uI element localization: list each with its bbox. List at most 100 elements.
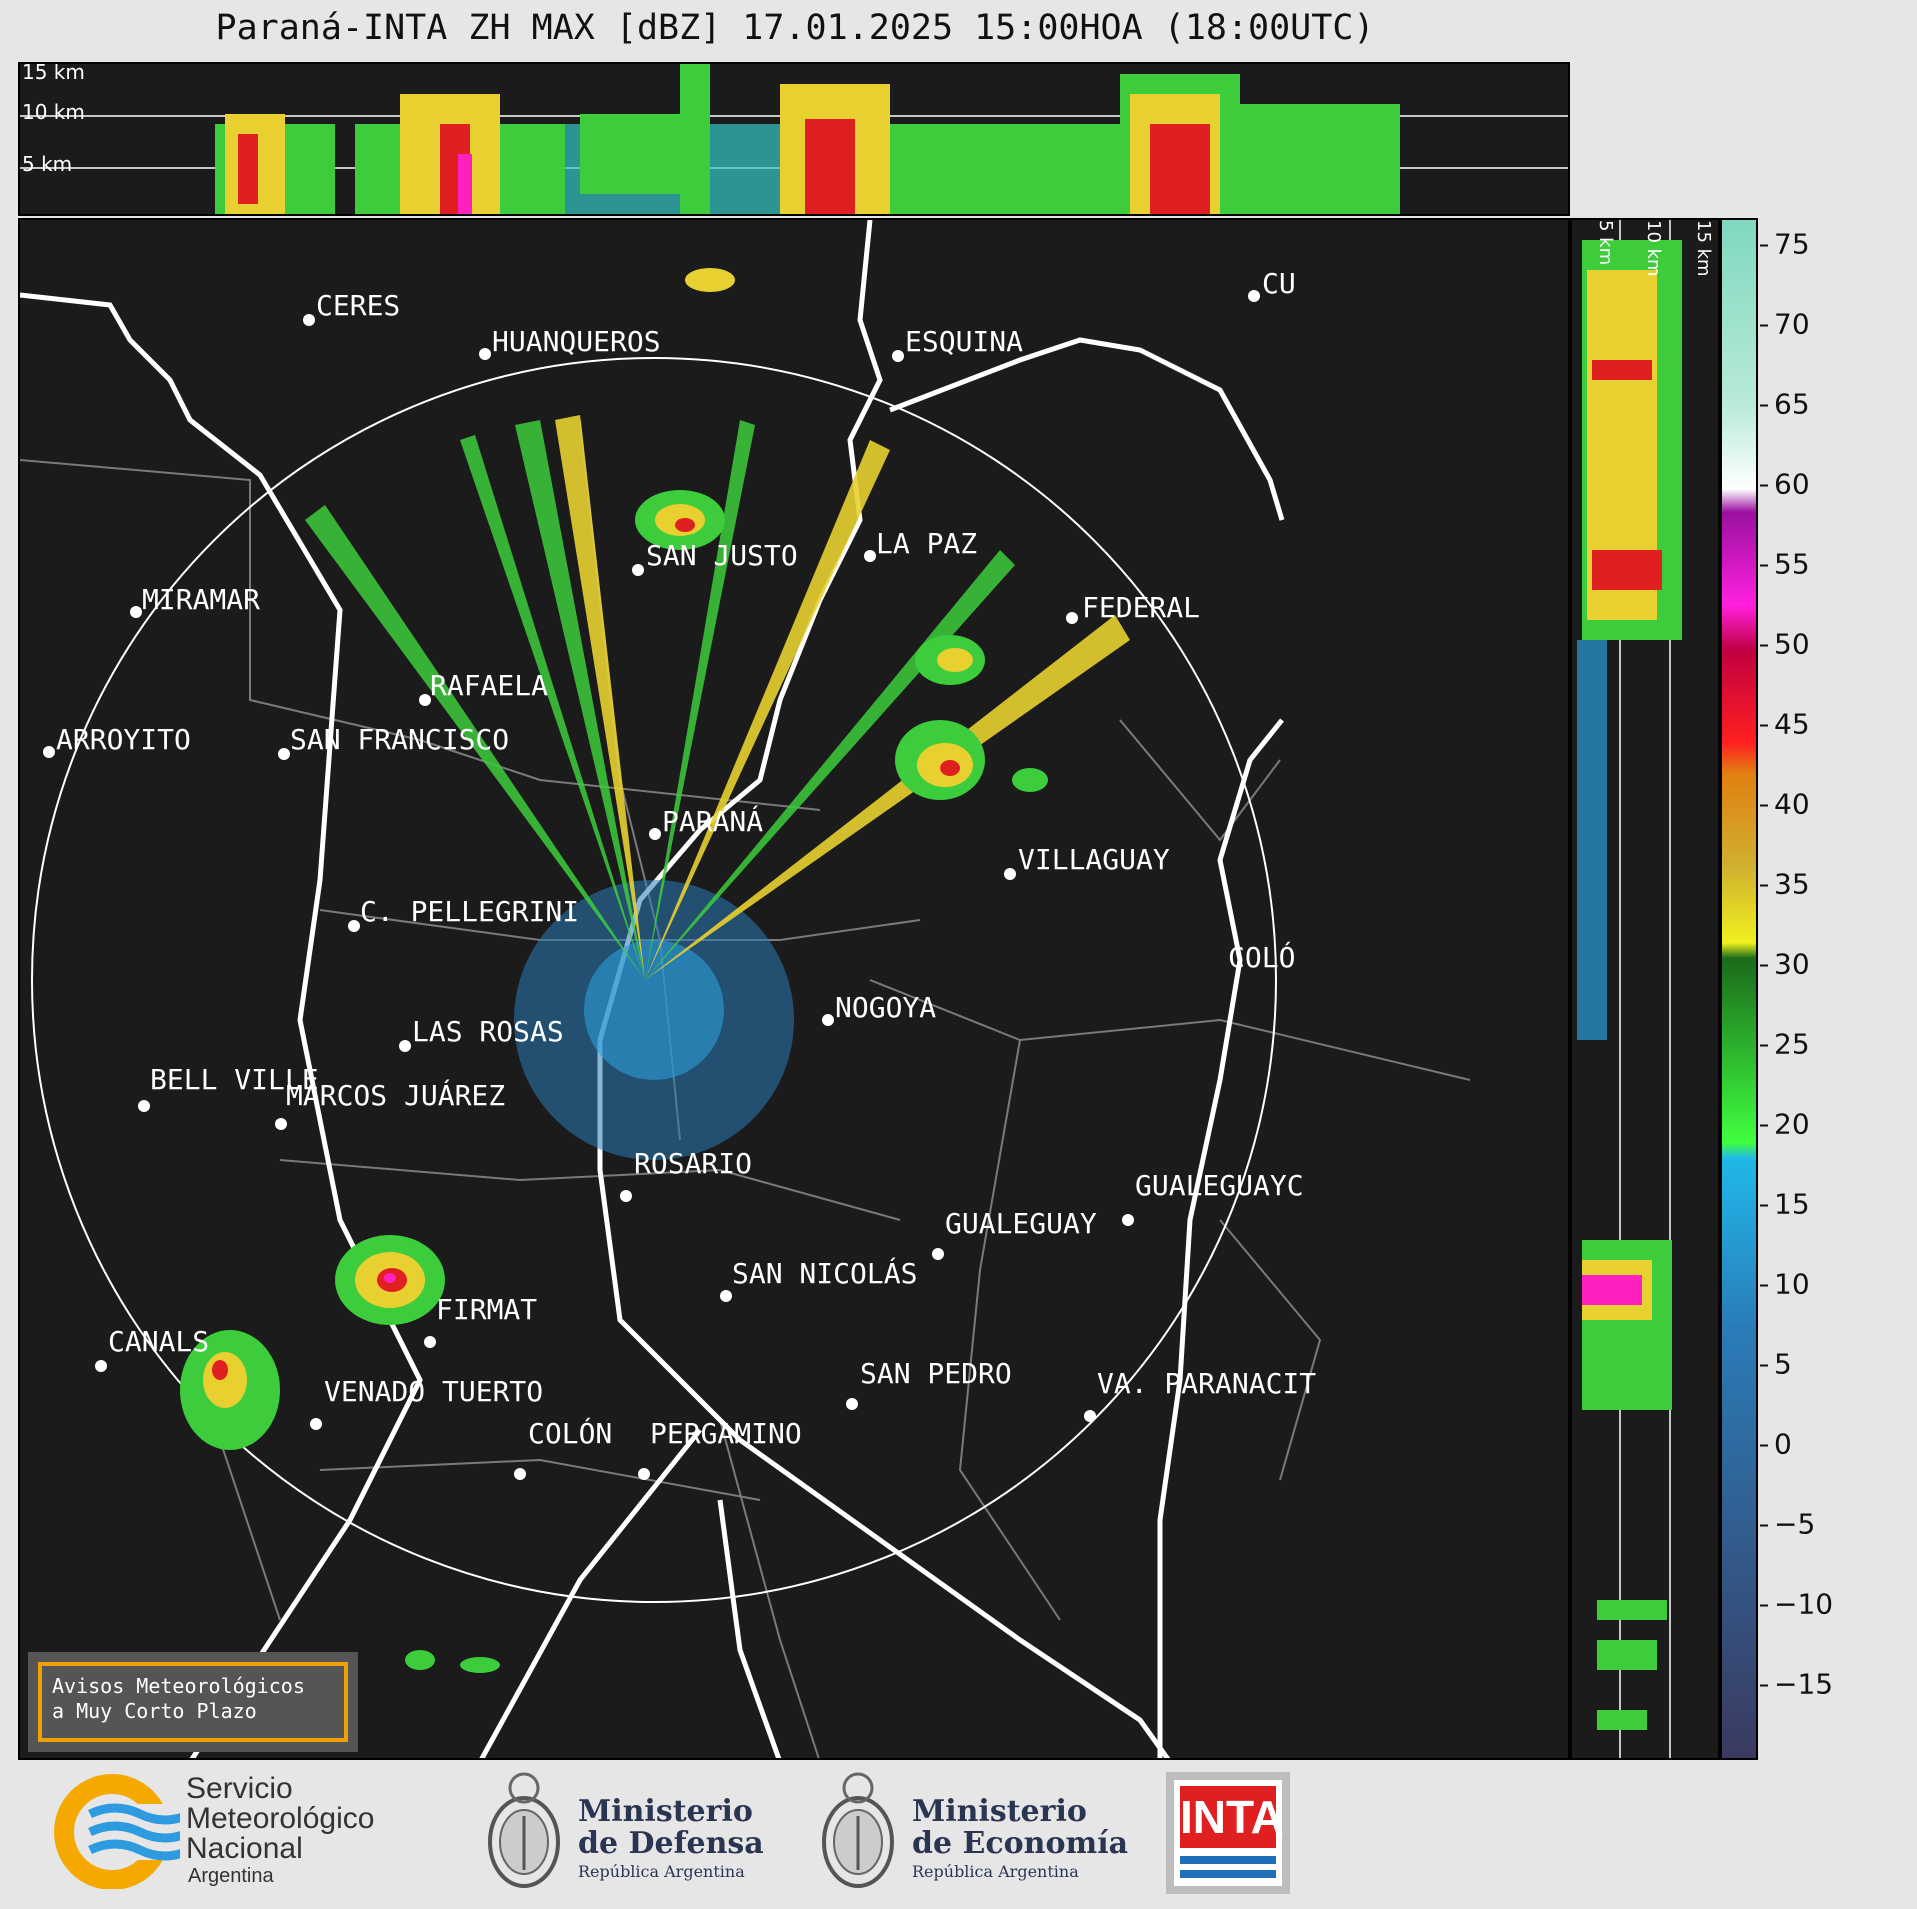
city-dot bbox=[419, 694, 431, 706]
cbar-tick: −15 bbox=[1760, 1668, 1833, 1701]
city-dot bbox=[892, 350, 904, 362]
cbar-tick: 60 bbox=[1760, 468, 1810, 501]
city-dot bbox=[1084, 1410, 1096, 1422]
city-label-rafaela: RAFAELA bbox=[430, 669, 549, 702]
city-label-esquina: ESQUINA bbox=[905, 325, 1024, 358]
radar-map: CERES HUANQUEROS ESQUINA CU SAN JUSTO LA… bbox=[18, 218, 1570, 1760]
city-dot bbox=[275, 1118, 287, 1130]
avisos-inner: Avisos Meteorológicos a Muy Corto Plazo bbox=[38, 1662, 348, 1742]
cbar-tick: 50 bbox=[1760, 628, 1810, 661]
city-label-parana: PARANÁ bbox=[662, 805, 764, 838]
city-label-nogoya: NOGOYA bbox=[835, 991, 937, 1024]
city-label-la-paz: LA PAZ bbox=[876, 527, 978, 560]
cbar-tick: 40 bbox=[1760, 788, 1810, 821]
smn-line2: Meteorológico bbox=[186, 1802, 375, 1835]
city-label-ceres: CERES bbox=[316, 289, 401, 322]
smn-logo-icon bbox=[54, 1774, 180, 1889]
colorbar-labels: 75 70 65 60 55 50 45 40 35 30 25 20 15 1… bbox=[1760, 218, 1910, 1760]
cbar-tick: 5 bbox=[1760, 1348, 1792, 1381]
cbar-tick: −10 bbox=[1760, 1588, 1833, 1621]
city-dot bbox=[479, 348, 491, 360]
economia-line2: de Economía bbox=[912, 1826, 1129, 1861]
city-label-miramar: MIRAMAR bbox=[142, 583, 261, 616]
economia-line1: Ministerio bbox=[912, 1794, 1087, 1829]
city-dot bbox=[1066, 612, 1078, 624]
city-label-san-francisco: SAN FRANCISCO bbox=[290, 723, 510, 756]
footer-logos: Servicio Meteorológico Nacional Argentin… bbox=[0, 1762, 1917, 1909]
city-dot bbox=[138, 1100, 150, 1112]
cbar-tick: 70 bbox=[1760, 308, 1810, 341]
cbar-tick: 55 bbox=[1760, 548, 1810, 581]
city-dot bbox=[1122, 1214, 1134, 1226]
city-dot bbox=[95, 1360, 107, 1372]
city-label-san-nicolas: SAN NICOLÁS bbox=[732, 1257, 918, 1290]
city-dot bbox=[632, 564, 644, 576]
city-dot bbox=[278, 748, 290, 760]
city-label-arroyito: ARROYITO bbox=[56, 723, 191, 756]
defensa-line1: Ministerio bbox=[578, 1794, 753, 1829]
right-height-panel: 5 km 10 km 15 km bbox=[1570, 218, 1720, 1760]
cbar-tick: 25 bbox=[1760, 1028, 1810, 1061]
city-dot bbox=[514, 1468, 526, 1480]
colorbar-svg bbox=[1722, 220, 1756, 1758]
cbar-tick: 20 bbox=[1760, 1108, 1810, 1141]
city-dot bbox=[720, 1290, 732, 1302]
inta-logo: INTA bbox=[1166, 1772, 1290, 1894]
radar-map-svg bbox=[20, 220, 1471, 1758]
cbar-tick: 75 bbox=[1760, 228, 1810, 261]
cbar-tick: 10 bbox=[1760, 1268, 1810, 1301]
radial-echoes bbox=[305, 415, 1130, 980]
top-echoes bbox=[215, 64, 1400, 214]
city-dot bbox=[620, 1190, 632, 1202]
avisos-box: Avisos Meteorológicos a Muy Corto Plazo bbox=[28, 1652, 358, 1752]
city-label-rosario: ROSARIO bbox=[634, 1147, 753, 1180]
city-dot bbox=[303, 314, 315, 326]
city-dot bbox=[348, 920, 360, 932]
height-label-15km: 15 km bbox=[22, 62, 85, 84]
city-label-c-pellegrini: C. PELLEGRINI bbox=[360, 895, 580, 928]
top-height-svg bbox=[20, 64, 1568, 214]
city-label-venado-tuerto: VENADO TUERTO bbox=[324, 1375, 544, 1408]
height-label-10km: 10 km bbox=[22, 100, 85, 124]
province-borders bbox=[20, 220, 1285, 1758]
smn-line4: Argentina bbox=[188, 1865, 274, 1887]
city-dot bbox=[424, 1336, 436, 1348]
cbar-tick: 65 bbox=[1760, 388, 1810, 421]
avisos-line2: a Muy Corto Plazo bbox=[52, 1699, 257, 1723]
colorbar bbox=[1720, 218, 1758, 1760]
coat-of-arms-icon bbox=[822, 1772, 894, 1888]
city-dot bbox=[399, 1040, 411, 1052]
city-dot bbox=[846, 1398, 858, 1410]
city-label-las-rosas: LAS ROSAS bbox=[412, 1015, 564, 1048]
coat-of-arms-icon bbox=[488, 1772, 560, 1888]
cbar-tick: 30 bbox=[1760, 948, 1810, 981]
city-label-pergamino: PERGAMINO bbox=[650, 1417, 802, 1450]
avisos-line1: Avisos Meteorológicos bbox=[52, 1674, 305, 1698]
city-label-cu: CU bbox=[1262, 267, 1296, 300]
city-label-marcos-juarez: MARCOS JUÁREZ bbox=[286, 1079, 506, 1112]
right-label-5km: 5 km bbox=[1595, 220, 1616, 266]
city-label-canals: CANALS bbox=[108, 1325, 210, 1358]
city-dot bbox=[864, 550, 876, 562]
city-label-va-paranacit: VA. PARANACIT bbox=[1097, 1367, 1317, 1400]
city-label-villaguay: VILLAGUAY bbox=[1018, 843, 1170, 876]
inta-text: INTA bbox=[1180, 1786, 1284, 1848]
cbar-tick: 35 bbox=[1760, 868, 1810, 901]
economia-line3: República Argentina bbox=[912, 1862, 1079, 1881]
height-label-5km: 5 km bbox=[22, 152, 73, 176]
city-dot bbox=[43, 746, 55, 758]
defensa-line3: República Argentina bbox=[578, 1862, 745, 1881]
city-label-colon: COLÓN bbox=[528, 1417, 613, 1450]
city-dot bbox=[638, 1468, 650, 1480]
clutter bbox=[514, 880, 794, 1160]
smn-line3: Nacional bbox=[186, 1832, 303, 1865]
page-title: Paraná-INTA ZH MAX [dBZ] 17.01.2025 15:0… bbox=[215, 8, 1375, 48]
right-label-10km: 10 km bbox=[1643, 220, 1664, 277]
city-label-gualeguay: GUALEGUAY bbox=[945, 1207, 1097, 1240]
city-dot bbox=[932, 1248, 944, 1260]
smn-line1: Servicio bbox=[186, 1772, 293, 1805]
defensa-line2: de Defensa bbox=[578, 1826, 764, 1861]
city-label-san-pedro: SAN PEDRO bbox=[860, 1357, 1012, 1390]
city-label-firmat: FIRMAT bbox=[436, 1293, 538, 1326]
cbar-tick: 15 bbox=[1760, 1188, 1810, 1221]
